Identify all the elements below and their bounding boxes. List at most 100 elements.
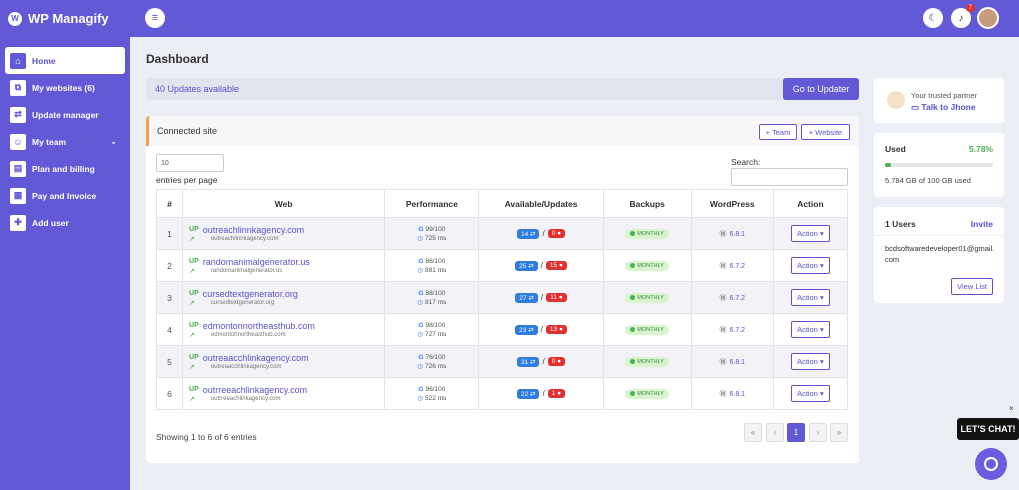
performance-cell: G 88/100 ◷ 817 ms bbox=[384, 281, 480, 314]
google-icon: G bbox=[418, 289, 424, 297]
wordpress-cell: Ⓦ 6.8.1 bbox=[690, 345, 774, 378]
sidebar-item-update-manager[interactable]: ⇄ Update manager bbox=[5, 101, 125, 128]
updates-badge[interactable]: 0 ● bbox=[547, 357, 566, 366]
site-link[interactable]: randomanimalgenerator.us bbox=[202, 256, 310, 267]
notification-bell-icon[interactable]: ♪ 7 bbox=[951, 4, 975, 28]
wordpress-icon: Ⓦ bbox=[719, 294, 727, 302]
table-row: 6 UP outrreeachlinkagency.com ↗ outrreeachli… bbox=[155, 377, 849, 410]
site-link[interactable]: cursedtextgenerator.org bbox=[202, 288, 298, 299]
pagination-prev-button[interactable]: ‹ bbox=[766, 423, 784, 442]
backup-frequency: MONTHLY bbox=[637, 391, 664, 397]
close-chat-icon[interactable]: × bbox=[1009, 404, 1014, 413]
app-logo[interactable]: W WP Managify bbox=[0, 0, 130, 37]
wordpress-cell: Ⓦ 6.7.2 bbox=[690, 249, 774, 282]
column-header[interactable]: Action bbox=[772, 189, 849, 218]
column-header[interactable]: Backups bbox=[602, 189, 692, 218]
dark-mode-toggle-icon[interactable]: ☾ bbox=[923, 8, 943, 28]
updates-badge[interactable]: 15 ● bbox=[545, 261, 567, 270]
sidebar-nav: ⌂ Home ⧉ My websites (6) ⇄ Update manage… bbox=[0, 37, 130, 236]
wordpress-icon: Ⓦ bbox=[719, 390, 727, 398]
clock-icon: ◷ bbox=[417, 362, 424, 370]
sidebar-item-pay-and-invoice[interactable]: ▦ Pay and Invoice bbox=[5, 182, 125, 209]
action-dropdown-button[interactable]: Action ▾ bbox=[791, 385, 830, 402]
chat-launcher-button[interactable] bbox=[975, 448, 1007, 480]
status-dot-icon bbox=[630, 327, 636, 333]
pagination-last-button[interactable]: » bbox=[830, 423, 848, 442]
available-badge[interactable]: 23 ⇄ bbox=[515, 324, 538, 335]
user-avatar[interactable] bbox=[977, 7, 999, 29]
entries-per-page-select[interactable]: 10 bbox=[156, 154, 224, 172]
performance-cell: G 99/100 ◷ 725 ms bbox=[384, 217, 480, 250]
invite-link[interactable]: Invite bbox=[970, 219, 993, 229]
available-badge[interactable]: 14 ⇄ bbox=[516, 228, 540, 239]
updates-count: 1 bbox=[551, 390, 556, 397]
performance-cell: G 98/100 ◷ 727 ms bbox=[384, 313, 480, 346]
available-badge[interactable]: 25 ⇄ bbox=[515, 260, 538, 271]
alert-icon: ● bbox=[558, 326, 563, 333]
sidebar-item-home[interactable]: ⌂ Home bbox=[5, 47, 125, 74]
trend-up-icon: ↗ bbox=[189, 395, 195, 403]
site-link[interactable]: edmontonnortheasthub.com bbox=[202, 320, 315, 331]
site-link[interactable]: outreachlinnkagency.com bbox=[202, 224, 305, 235]
sync-icon: ⇄ bbox=[528, 294, 534, 302]
column-header[interactable]: # bbox=[155, 189, 184, 218]
action-dropdown-button[interactable]: Action ▾ bbox=[791, 321, 830, 338]
column-header[interactable]: Web bbox=[182, 189, 386, 218]
clock-icon: ◷ bbox=[417, 394, 424, 402]
wordpress-cell: Ⓦ 6.7.2 bbox=[690, 281, 774, 314]
sidebar-item-plan-and-billing[interactable]: ▤ Plan and billing bbox=[5, 155, 125, 182]
app-name: WP Managify bbox=[28, 11, 109, 26]
add-team-button[interactable]: + Team bbox=[759, 124, 797, 140]
pagination-first-button[interactable]: « bbox=[744, 423, 762, 442]
add-website-button[interactable]: + Website bbox=[801, 124, 850, 140]
talk-to-partner-link[interactable]: ▭ Talk to Jhone bbox=[911, 102, 976, 113]
users-count: 1 Users bbox=[885, 219, 916, 229]
site-link[interactable]: outrreeachlinkagency.com bbox=[202, 384, 308, 395]
performance-score: 86/100 bbox=[425, 257, 446, 265]
view-list-button[interactable]: View List bbox=[951, 278, 993, 295]
menu-toggle-icon[interactable]: ≡ bbox=[145, 8, 165, 28]
action-dropdown-button[interactable]: Action ▾ bbox=[791, 289, 830, 306]
sidebar-item-label: Add user bbox=[32, 217, 69, 228]
sidebar-item-my-websites[interactable]: ⧉ My websites (6) bbox=[5, 74, 125, 101]
sidebar-item-my-team[interactable]: ☺ My team ⌄ bbox=[5, 128, 125, 155]
action-cell: Action ▾ bbox=[772, 377, 849, 410]
available-count: 23 bbox=[519, 326, 527, 334]
site-link[interactable]: outreaacchlinkagency.com bbox=[202, 352, 309, 363]
search-input[interactable] bbox=[731, 168, 848, 186]
table-header-row: # Web Performance Available/Updates Back… bbox=[155, 189, 849, 218]
site-subtitle: randomanimalgenerator.us bbox=[210, 267, 283, 274]
lets-chat-bubble[interactable]: LET'S CHAT! bbox=[957, 418, 1019, 440]
action-dropdown-button[interactable]: Action ▾ bbox=[791, 225, 830, 242]
available-badge[interactable]: 27 ⇄ bbox=[515, 292, 538, 303]
updates-badge[interactable]: 13 ● bbox=[545, 325, 567, 334]
action-dropdown-button[interactable]: Action ▾ bbox=[791, 353, 830, 370]
column-header[interactable]: Performance bbox=[384, 189, 480, 218]
trend-up-icon: ↗ bbox=[189, 235, 195, 243]
available-count: 31 bbox=[520, 358, 529, 366]
sync-icon: ⇄ bbox=[10, 106, 26, 123]
wordpress-version: 6.8.1 bbox=[729, 230, 746, 238]
sidebar-item-add-user[interactable]: ✚ Add user bbox=[5, 209, 125, 236]
updates-badge[interactable]: 1 ● bbox=[547, 389, 566, 398]
column-header[interactable]: WordPress bbox=[690, 189, 774, 218]
users-card: 1 Users Invite bcdsoftwaredeveloper01@gm… bbox=[874, 207, 1004, 303]
wordpress-cell: Ⓦ 6.8.1 bbox=[690, 377, 774, 410]
column-header[interactable]: Available/Updates bbox=[478, 189, 604, 218]
updates-available-text: 40 Updates available bbox=[155, 84, 240, 94]
backups-cell: MONTHLY bbox=[602, 345, 692, 378]
available-badge[interactable]: 31 ⇄ bbox=[516, 356, 540, 367]
separator: / bbox=[542, 356, 545, 366]
updates-badge[interactable]: 11 ● bbox=[546, 293, 567, 302]
action-dropdown-button[interactable]: Action ▾ bbox=[791, 257, 830, 274]
google-icon: G bbox=[418, 225, 424, 233]
web-cell: UP cursedtextgenerator.org ↗ cursedtextgene… bbox=[182, 281, 386, 314]
updates-badge[interactable]: 0 ● bbox=[547, 229, 566, 238]
available-badge[interactable]: 22 ⇄ bbox=[516, 388, 540, 399]
pagination-page-1[interactable]: 1 bbox=[787, 423, 805, 442]
go-to-updater-button[interactable]: Go to Updater bbox=[783, 78, 859, 100]
backup-frequency-badge: MONTHLY bbox=[625, 229, 669, 239]
updates-cell: 22 ⇄/1 ● bbox=[478, 377, 604, 410]
response-time: 881 ms bbox=[425, 266, 447, 274]
pagination-next-button[interactable]: › bbox=[809, 423, 827, 442]
